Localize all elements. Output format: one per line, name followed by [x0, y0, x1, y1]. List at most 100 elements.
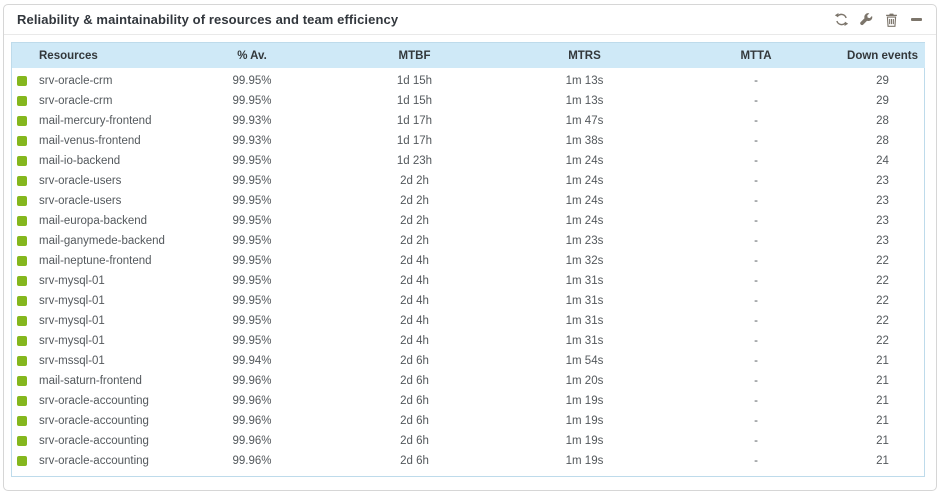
table-row: srv-mysql-01 99.95% 2d 4h 1m 31s - 22: [12, 331, 925, 351]
mtbf-cell: 1d 23h: [396, 155, 433, 167]
refresh-icon[interactable]: [833, 12, 849, 28]
status-ok-icon: [17, 156, 27, 166]
table-row: srv-oracle-accounting 99.96% 2d 6h 1m 19s - 2…: [12, 451, 925, 471]
resource-cell: srv-mssql-01: [12, 351, 172, 371]
down-events-cell: 21: [876, 355, 889, 367]
resource-cell: srv-oracle-accounting: [12, 451, 172, 471]
status-ok-icon: [17, 256, 27, 266]
mtta-cell: -: [754, 275, 758, 287]
mtrs-cell: 1m 19s: [565, 435, 604, 447]
mtta-cell: -: [754, 175, 758, 187]
mtta-cell: -: [754, 75, 758, 87]
mtbf-cell: 2d 6h: [400, 435, 429, 447]
down-events-cell: 22: [876, 295, 889, 307]
mtrs-cell: 1m 24s: [565, 215, 604, 227]
resource-name: srv-oracle-accounting: [39, 455, 149, 467]
mtbf-cell: 1d 17h: [396, 135, 433, 147]
status-ok-icon: [17, 236, 27, 246]
mtta-cell: -: [754, 375, 758, 387]
mtta-cell: -: [754, 155, 758, 167]
availability-cell: 99.95%: [232, 315, 272, 327]
mtrs-cell: 1m 13s: [565, 75, 604, 87]
mtbf-cell: 1d 15h: [396, 75, 433, 87]
availability-cell: 99.95%: [232, 255, 272, 267]
mtrs-cell: 1m 54s: [565, 355, 604, 367]
status-ok-icon: [17, 336, 27, 346]
table-row: srv-oracle-users 99.95% 2d 2h 1m 24s - 23: [12, 191, 925, 211]
status-ok-icon: [17, 416, 27, 426]
availability-cell: 99.95%: [232, 195, 272, 207]
mtbf-cell: 2d 6h: [400, 355, 429, 367]
reliability-table: Resources% Av. MTBF MTRS MTTA Down events sr…: [12, 43, 925, 471]
resource-name: mail-saturn-frontend: [39, 375, 142, 387]
availability-cell: 99.95%: [232, 175, 272, 187]
table-row: mail-venus-frontend 99.93% 1d 17h 1m 38s - 28: [12, 131, 925, 151]
config-wrench-icon[interactable]: [858, 12, 874, 28]
resource-cell: srv-oracle-accounting: [12, 391, 172, 411]
mtbf-cell: 2d 6h: [400, 455, 429, 467]
table-row: srv-oracle-users 99.95% 2d 2h 1m 24s - 23: [12, 171, 925, 191]
resource-name: mail-io-backend: [39, 155, 121, 167]
status-ok-icon: [17, 396, 27, 406]
availability-cell: 99.95%: [232, 295, 272, 307]
status-ok-icon: [17, 276, 27, 286]
resource-cell: mail-saturn-frontend: [12, 371, 172, 391]
column-header-mtrs: MTRS: [497, 43, 672, 68]
resource-name: mail-venus-frontend: [39, 135, 141, 147]
status-ok-icon: [17, 116, 27, 126]
availability-cell: 99.95%: [232, 275, 272, 287]
mtbf-cell: 2d 6h: [400, 395, 429, 407]
table-row: srv-mysql-01 99.95% 2d 4h 1m 31s - 22: [12, 271, 925, 291]
down-events-cell: 21: [876, 455, 889, 467]
minimize-icon[interactable]: [908, 12, 924, 28]
availability-cell: 99.95%: [232, 215, 272, 227]
column-header-mtbf: MTBF: [332, 43, 497, 68]
widget-toolbar: [833, 12, 924, 28]
availability-cell: 99.94%: [232, 355, 272, 367]
resource-cell: srv-mysql-01: [12, 331, 172, 351]
mtrs-cell: 1m 47s: [565, 115, 604, 127]
status-ok-icon: [17, 376, 27, 386]
down-events-cell: 22: [876, 335, 889, 347]
down-events-cell: 23: [876, 215, 889, 227]
resource-cell: srv-mysql-01: [12, 291, 172, 311]
mtbf-cell: 2d 4h: [400, 275, 429, 287]
resource-cell: srv-oracle-accounting: [12, 411, 172, 431]
column-header-mtta: MTTA: [672, 43, 840, 68]
availability-cell: 99.96%: [232, 455, 272, 467]
mtta-cell: -: [754, 355, 758, 367]
resource-name: mail-neptune-frontend: [39, 255, 152, 267]
down-events-cell: 23: [876, 195, 889, 207]
resource-name: srv-mssql-01: [39, 355, 105, 367]
table-row: mail-ganymede-backend 99.95% 2d 2h 1m 23s - 2…: [12, 231, 925, 251]
resource-cell: mail-mercury-frontend: [12, 111, 172, 131]
mtta-cell: -: [754, 215, 758, 227]
availability-cell: 99.95%: [232, 75, 272, 87]
resource-name: srv-oracle-crm: [39, 75, 113, 87]
down-events-cell: 21: [876, 395, 889, 407]
mtbf-cell: 2d 6h: [400, 375, 429, 387]
availability-cell: 99.96%: [232, 415, 272, 427]
widget-title: Reliability & maintainability of resourc…: [17, 12, 399, 27]
resource-cell: srv-oracle-crm: [12, 68, 172, 91]
down-events-cell: 23: [876, 175, 889, 187]
mtta-cell: -: [754, 195, 758, 207]
status-ok-icon: [17, 76, 27, 86]
resource-name: srv-oracle-accounting: [39, 395, 149, 407]
widget-card: Reliability & maintainability of resourc…: [3, 4, 937, 491]
resource-name: srv-oracle-users: [39, 175, 122, 187]
mtrs-cell: 1m 32s: [565, 255, 604, 267]
resource-cell: srv-oracle-users: [12, 171, 172, 191]
table-row: srv-mssql-01 99.94% 2d 6h 1m 54s - 21: [12, 351, 925, 371]
resource-name: mail-mercury-frontend: [39, 115, 152, 127]
status-ok-icon: [17, 296, 27, 306]
availability-cell: 99.96%: [232, 375, 272, 387]
resource-cell: mail-europa-backend: [12, 211, 172, 231]
status-ok-icon: [17, 196, 27, 206]
delete-trash-icon[interactable]: [883, 12, 899, 28]
column-header-down-events: Down events: [840, 43, 925, 68]
table-row: mail-saturn-frontend 99.96% 2d 6h 1m 20s - 21: [12, 371, 925, 391]
table-body: srv-oracle-crm 99.95% 1d 15h 1m 13s -29 srv-o…: [12, 68, 925, 471]
resource-name: srv-mysql-01: [39, 315, 105, 327]
resource-name: srv-oracle-accounting: [39, 415, 149, 427]
